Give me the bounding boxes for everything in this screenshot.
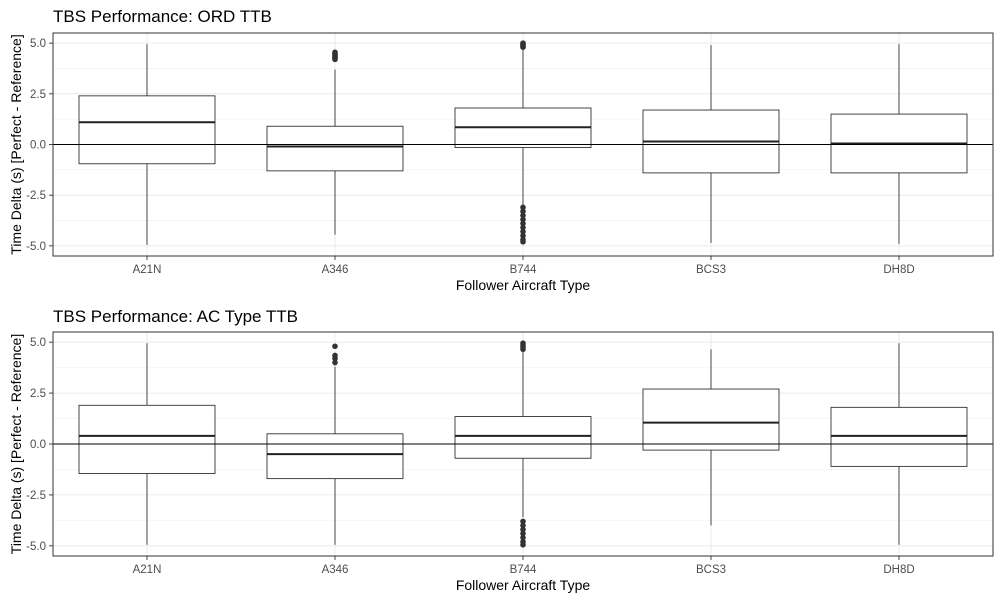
x-axis-label: Follower Aircraft Type [456,577,591,593]
chart-panel-2: TBS Performance: AC Type TTB 5.0 2.5 0.0 -2.… [8,307,994,593]
outlier-point [520,220,526,227]
outlier-point [332,352,338,359]
x-tick-label: A346 [322,264,349,276]
y-tick-label: -5.0 [26,541,46,553]
box-iqr [454,416,592,459]
y-tick-label: -2.5 [26,490,46,502]
outlier-point [520,518,526,525]
y-tick-label: 0.0 [30,439,46,451]
box-iqr [78,95,216,165]
outlier-point [520,526,526,533]
x-tick-label: B744 [510,264,537,276]
x-tick-label: A346 [322,564,349,576]
box-b744 [454,40,592,245]
x-tick-label: DH8D [883,564,914,576]
box-iqr [266,433,404,480]
box-b744 [454,340,592,548]
y-tick-label: 0.0 [30,140,46,152]
x-tick-label: B744 [510,564,537,576]
y-tick-label: -5.0 [26,241,46,253]
outlier-point [520,40,526,46]
chart-title: TBS Performance: AC Type TTB [53,307,298,326]
box-a346 [266,343,404,545]
box-a346 [266,49,404,235]
x-tick-label: A21N [133,264,162,276]
box-a21n [78,343,216,545]
box-dh8d [830,44,968,244]
box-iqr [78,404,216,474]
y-tick-label: 2.5 [30,89,46,101]
outlier-point [520,232,526,239]
x-tick-label: BCS3 [696,564,726,576]
y-tick-label: 5.0 [30,337,46,349]
outlier-point [520,530,526,537]
box-dh8d [830,343,968,545]
chart-panel-1: TBS Performance: ORD TTB 5.0 2.5 0.0 -2.5 -5.… [8,7,994,293]
outlier-point [520,224,526,231]
x-tick-label: A21N [133,564,162,576]
x-tick-label: BCS3 [696,264,726,276]
outlier-point [520,204,526,211]
y-tick-label: -2.5 [26,190,46,202]
y-tick-label: 5.0 [30,38,46,50]
y-tick-label: 2.5 [30,388,46,400]
box-a21n [78,44,216,245]
outlier-point [520,216,526,223]
outlier-point [520,534,526,541]
chart-title: TBS Performance: ORD TTB [53,7,272,26]
box-iqr [642,388,780,451]
outlier-point [332,343,338,350]
x-tick-label: DH8D [883,264,914,276]
box-iqr [266,125,404,172]
x-axis-label: Follower Aircraft Type [456,277,591,293]
box-bcs3 [642,349,780,526]
outlier-point [520,522,526,529]
box-iqr [830,406,968,467]
outlier-point [520,340,526,347]
outlier-point [520,239,526,245]
outlier-point [520,212,526,219]
y-axis-label: Time Delta (s) [Perfect - Reference] [8,34,24,254]
outlier-point [520,208,526,215]
outlier-point [520,542,526,548]
outlier-point [520,228,526,235]
y-axis-label: Time Delta (s) [Perfect - Reference] [8,334,24,554]
outlier-point [332,359,338,366]
box-bcs3 [642,45,780,243]
outlier-point [332,49,338,56]
